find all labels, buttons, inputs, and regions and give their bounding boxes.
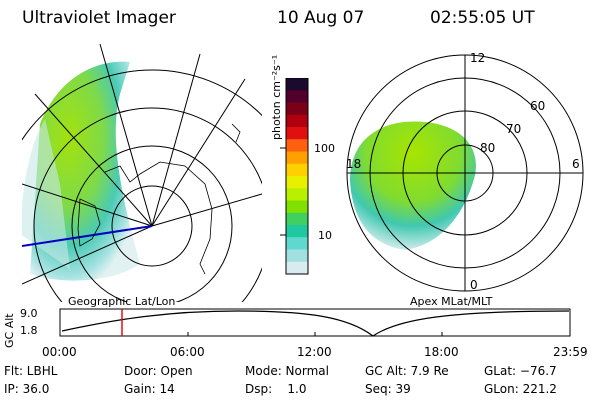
info-filter: Flt: LBHL — [4, 364, 58, 378]
colorbar-segment — [286, 212, 308, 226]
colorbar-segment — [286, 151, 308, 165]
polar-aurora-region — [350, 121, 476, 250]
colorbar-segment — [286, 200, 308, 214]
colorbar-segment — [286, 237, 308, 250]
alt-axis-label: GC Alt — [3, 313, 16, 348]
mlat-label-60: 60 — [530, 99, 545, 113]
info-mode: Mode: Normal — [245, 364, 329, 378]
colorbar-tick-100: 100 — [314, 142, 335, 155]
date-label: 10 Aug 07 — [277, 8, 365, 28]
colorbar-segment — [286, 225, 308, 238]
altitude-plot — [59, 308, 571, 337]
x-tick-3: 18:00 — [424, 345, 459, 359]
x-tick-4: 23:59 — [553, 345, 588, 359]
colorbar-segment — [286, 127, 308, 140]
mlat-label-70: 70 — [506, 122, 521, 136]
colorbar-segment — [286, 188, 308, 201]
mlt-label-left: 18 — [346, 157, 361, 171]
time-label: 02:55:05 UT — [430, 8, 535, 28]
colorbar-tick-10: 10 — [318, 229, 332, 242]
info-glon: GLon: 221.2 — [484, 382, 557, 396]
info-gc-alt: GC Alt: 7.9 Re — [365, 364, 449, 378]
colorbar-segment — [286, 139, 308, 152]
mlt-label-right: 6 — [572, 157, 580, 171]
alt-tick-low: 1.8 — [20, 324, 38, 337]
colorbar-segment — [286, 176, 308, 189]
colorbar-segment — [286, 90, 308, 103]
info-dsp: Dsp: 1.0 — [245, 382, 307, 396]
geographic-caption: Geographic Lat/Lon — [68, 295, 176, 308]
mlat-label-80: 80 — [480, 141, 495, 155]
geographic-map-panel — [22, 43, 262, 302]
alt-tick-high: 9.0 — [20, 307, 38, 320]
colorbar-segment — [286, 102, 308, 116]
x-tick-2: 12:00 — [297, 345, 332, 359]
colorbar-segment — [286, 261, 308, 275]
info-gain: Gain: 14 — [124, 382, 175, 396]
info-seq: Seq: 39 — [365, 382, 411, 396]
polar-caption: Apex MLat/MLT — [410, 295, 493, 308]
colorbar-segment — [286, 114, 308, 128]
colorbar-segment — [286, 78, 308, 91]
colorbar-segment — [286, 249, 308, 263]
info-door: Door: Open — [124, 364, 193, 378]
satellite-track — [22, 225, 153, 247]
info-glat: GLat: −76.7 — [484, 364, 557, 378]
x-tick-0: 00:00 — [42, 345, 77, 359]
info-ip: IP: 36.0 — [4, 382, 50, 396]
polar-mlt-panel: 12 0 18 6 60 70 80 — [346, 51, 584, 292]
colorbar-unit-label: photon cm⁻²s⁻¹ — [270, 54, 283, 140]
colorbar-segment — [286, 163, 308, 177]
mlt-label-bottom: 0 — [470, 278, 478, 292]
app-title: Ultraviolet Imager — [22, 8, 176, 28]
x-tick-1: 06:00 — [170, 345, 205, 359]
mlt-label-top: 12 — [470, 51, 485, 65]
colorbar — [280, 78, 309, 275]
